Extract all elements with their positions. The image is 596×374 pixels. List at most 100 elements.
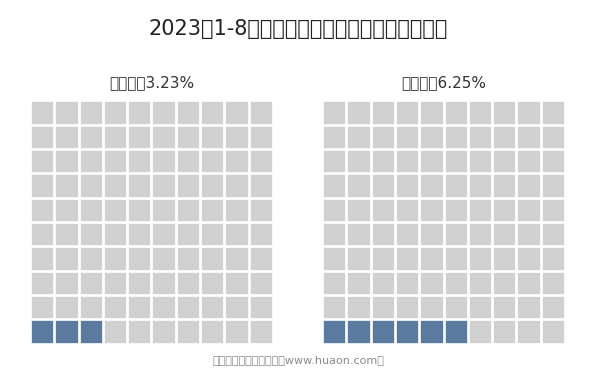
Bar [469,320,492,344]
Bar [79,101,103,125]
Bar [396,150,419,174]
Bar [542,247,565,271]
Bar [79,199,103,222]
Bar [445,272,468,295]
Bar [542,150,565,174]
Bar [420,296,443,319]
Bar [201,296,225,319]
Bar [469,174,492,198]
Bar [493,272,517,295]
Bar [250,247,273,271]
Bar [128,272,151,295]
Bar [250,101,273,125]
Bar [201,101,225,125]
Bar [517,296,541,319]
Bar [31,320,54,344]
Bar [517,247,541,271]
Bar [153,174,176,198]
Bar [250,223,273,246]
Bar [323,296,346,319]
Bar [396,247,419,271]
Bar [104,272,127,295]
Bar [177,320,200,344]
Bar [250,126,273,149]
Text: 制图：华经产业研究院（www.huaon.com）: 制图：华经产业研究院（www.huaon.com） [212,355,384,365]
Bar [517,223,541,246]
Bar [201,174,225,198]
Bar [347,272,371,295]
Bar [469,126,492,149]
Bar [347,101,371,125]
Bar [517,272,541,295]
Bar [104,320,127,344]
Bar [445,296,468,319]
Bar [104,296,127,319]
Bar [201,126,225,149]
Bar [542,320,565,344]
Bar [177,223,200,246]
Bar [153,247,176,271]
Bar [469,296,492,319]
Bar [493,199,517,222]
Bar [79,150,103,174]
Bar [250,320,273,344]
Bar [201,320,225,344]
Bar [250,174,273,198]
Bar [128,126,151,149]
Bar [420,126,443,149]
Bar [128,199,151,222]
Bar [55,199,79,222]
Bar [225,101,249,125]
Bar [371,101,395,125]
Bar [79,296,103,319]
Bar [347,296,371,319]
Bar [177,272,200,295]
Bar [396,126,419,149]
Bar [225,320,249,344]
Bar [225,174,249,198]
Bar [104,199,127,222]
Bar [469,223,492,246]
Bar [153,272,176,295]
Bar [201,272,225,295]
Bar [201,247,225,271]
Bar [493,223,517,246]
Bar [225,199,249,222]
Bar [347,174,371,198]
Bar [31,247,54,271]
Bar [420,247,443,271]
Bar [250,272,273,295]
Bar [396,223,419,246]
Bar [396,174,419,198]
Bar [128,223,151,246]
Bar [469,199,492,222]
Bar [445,223,468,246]
Bar [445,101,468,125]
Bar [493,174,517,198]
Bar [445,199,468,222]
Bar [347,320,371,344]
Bar [153,223,176,246]
Bar [31,272,54,295]
Bar [177,150,200,174]
Bar [79,272,103,295]
Bar [153,320,176,344]
Bar [371,174,395,198]
Text: 体育彩票6.25%: 体育彩票6.25% [402,75,486,90]
Bar [323,150,346,174]
Bar [55,223,79,246]
Bar [128,150,151,174]
Bar [79,223,103,246]
Bar [469,101,492,125]
Bar [445,247,468,271]
Bar [104,174,127,198]
Bar [542,101,565,125]
Bar [445,320,468,344]
Bar [55,247,79,271]
Bar [79,320,103,344]
Bar [104,247,127,271]
Bar [420,199,443,222]
Text: 2023年1-8月河南福彩及体彩销售额占全国比重: 2023年1-8月河南福彩及体彩销售额占全国比重 [148,19,448,39]
Bar [104,150,127,174]
Bar [396,101,419,125]
